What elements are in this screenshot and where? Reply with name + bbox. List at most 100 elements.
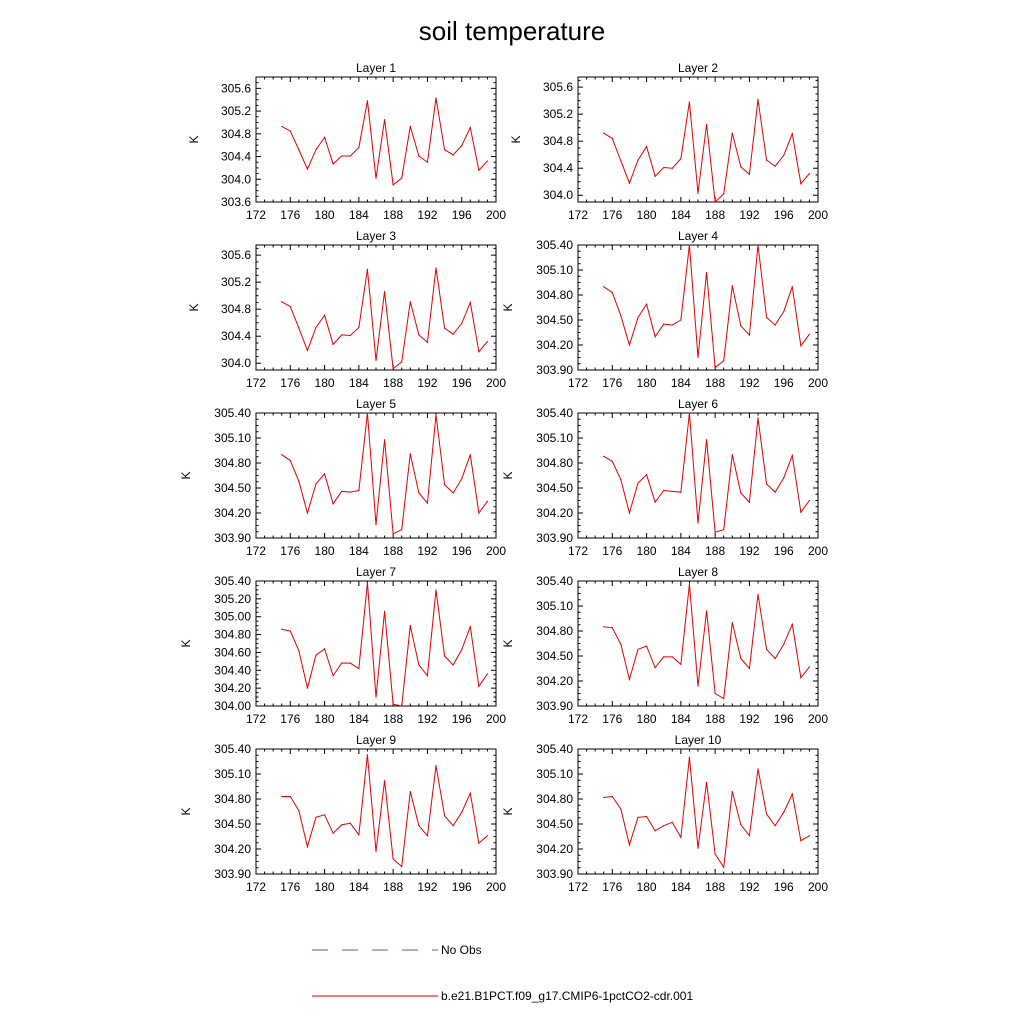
data-point (409, 790, 411, 793)
data-point (611, 627, 613, 629)
plot-frame (255, 748, 497, 875)
x-tick-label: 180 (315, 712, 335, 726)
x-tick-label: 176 (280, 880, 300, 894)
data-point (628, 844, 631, 846)
data-point (332, 163, 334, 165)
x-tick-label: 184 (671, 880, 691, 894)
data-point (375, 696, 377, 698)
data-point (323, 648, 326, 650)
x-tick-label: 188 (383, 208, 403, 222)
data-point (358, 667, 360, 670)
panel-10: Layer 10 172 176 180 184 188 192 196 200 303.90 30… (501, 733, 828, 894)
data-point (281, 301, 283, 303)
x-tick-label: 188 (705, 208, 725, 222)
data-point (426, 835, 429, 837)
y-tick-label: 303.90 (214, 867, 251, 881)
data-point (645, 815, 648, 818)
data-point (757, 768, 759, 770)
y-tick-label: 304.20 (536, 674, 573, 688)
data-point (418, 492, 420, 494)
x-tick-label: 172 (568, 880, 588, 894)
data-point (748, 334, 751, 336)
data-point (783, 477, 785, 479)
panel-title: Layer 4 (678, 229, 718, 243)
data-point (443, 484, 446, 486)
data-point (426, 341, 429, 343)
data-point (620, 808, 622, 810)
data-point (341, 490, 343, 492)
y-tick-label: 305.10 (536, 599, 573, 613)
y-tick-label: 304.00 (214, 699, 251, 713)
y-tick-label: 304.50 (536, 649, 573, 663)
data-point (748, 835, 751, 837)
y-tick-label: 303.90 (536, 363, 573, 377)
data-point (723, 193, 725, 195)
y-tick-label: 304.20 (214, 506, 251, 520)
data-point (281, 628, 283, 630)
x-tick-label: 192 (417, 208, 437, 222)
data-point (383, 119, 386, 121)
x-tick-label: 172 (246, 376, 266, 390)
y-tick-label: 305.10 (536, 767, 573, 781)
y-tick-label: 304.0 (221, 172, 251, 186)
data-point (637, 482, 639, 484)
x-tick-label: 188 (705, 544, 725, 558)
x-tick-label: 200 (486, 376, 506, 390)
data-point (478, 685, 480, 687)
x-tick-label: 180 (315, 208, 335, 222)
data-point (341, 824, 343, 826)
x-tick-label: 176 (602, 376, 622, 390)
data-point (392, 533, 394, 535)
y-tick-label: 304.40 (214, 663, 251, 677)
x-tick-label: 192 (739, 880, 759, 894)
data-point (443, 149, 446, 151)
data-point (461, 811, 463, 813)
data-point (401, 529, 403, 531)
data-point (628, 344, 631, 346)
data-point (671, 490, 673, 492)
x-tick-label: 196 (774, 712, 794, 726)
x-tick-label: 196 (452, 376, 472, 390)
data-point (306, 687, 309, 689)
data-point (637, 648, 639, 650)
data-point (680, 491, 682, 493)
data-point (375, 359, 377, 362)
x-tick-label: 184 (349, 880, 369, 894)
x-tick-label: 192 (739, 208, 759, 222)
data-point (452, 154, 454, 156)
panel-4: Layer 4 172 176 180 184 188 192 196 200 303.90 304… (501, 229, 828, 390)
y-tick-label: 304.80 (536, 792, 573, 806)
panel-title: Layer 5 (356, 397, 396, 411)
y-tick-label: 305.10 (214, 767, 251, 781)
data-point (774, 324, 776, 326)
y-tick-label: 305.40 (536, 406, 573, 420)
data-point (366, 100, 369, 102)
x-tick-label: 196 (774, 880, 794, 894)
data-point (461, 322, 463, 324)
y-tick-label: 305.10 (536, 431, 573, 445)
data-point (680, 319, 682, 321)
y-tick-label: 305.40 (214, 406, 251, 420)
data-point (740, 325, 742, 327)
data-point (697, 356, 699, 359)
data-point (306, 168, 309, 170)
plot-frame (255, 580, 497, 707)
data-point (697, 192, 699, 194)
y-tick-label: 304.4 (221, 150, 251, 164)
data-point (366, 268, 369, 270)
data-point (680, 663, 682, 665)
y-tick-label: 304.20 (214, 681, 251, 695)
data-point (478, 169, 480, 171)
data-point (748, 667, 751, 670)
data-point (418, 334, 420, 336)
data-point (671, 821, 673, 823)
data-point (783, 154, 785, 156)
data-point (791, 454, 793, 457)
data-point (611, 137, 613, 140)
data-point (289, 459, 291, 462)
panel-5: Layer 5 172 176 180 184 188 192 196 200 303.90 304… (179, 397, 506, 558)
data-point (714, 692, 716, 695)
y-axis-label: K (187, 135, 201, 143)
y-tick-label: 303.6 (221, 195, 251, 209)
y-axis-label: K (501, 303, 515, 311)
